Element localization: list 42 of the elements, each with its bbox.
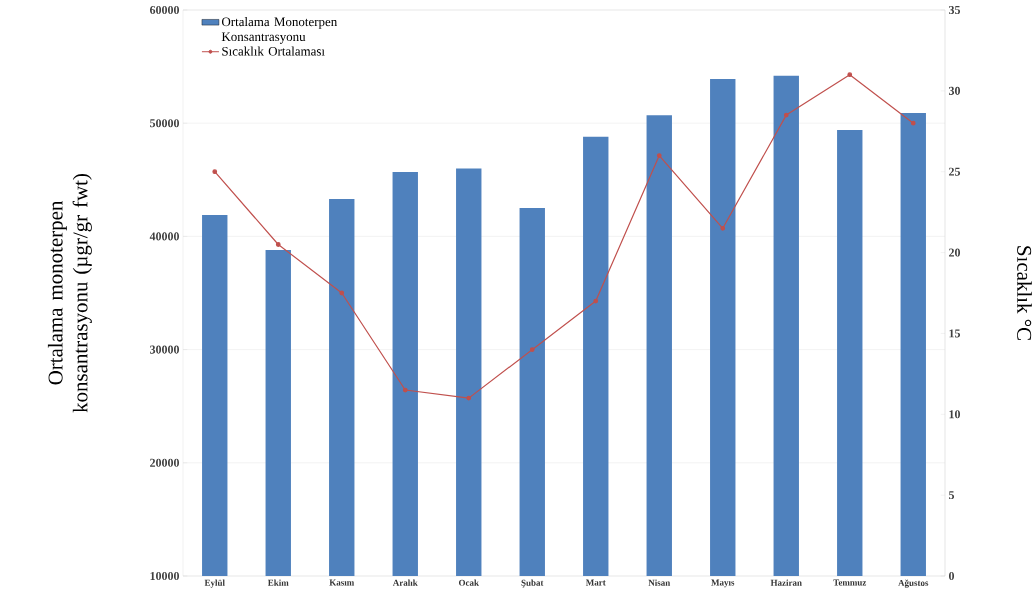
y2-tick-label: 20 bbox=[949, 248, 961, 257]
legend-label: Ortalama Monoterpen Konsantrasyonu bbox=[221, 17, 338, 44]
point bbox=[402, 387, 408, 393]
y2-axis-title: Sıcaklık °C bbox=[1017, 246, 1032, 340]
x-tick-label: Ocak bbox=[458, 579, 479, 586]
point bbox=[656, 153, 662, 158]
y2-tick-label: 25 bbox=[949, 167, 961, 176]
y2-tick-label: 35 bbox=[948, 5, 961, 14]
x-tick-label: Aralık bbox=[392, 579, 418, 586]
y2-tick-label: 5 bbox=[949, 491, 955, 500]
x-tick-label: Eylül bbox=[204, 579, 225, 588]
point bbox=[720, 225, 726, 231]
y-tick-label: 60000 bbox=[150, 5, 180, 15]
x-tick-label: Haziran bbox=[770, 579, 802, 586]
y-tick-label: 50000 bbox=[150, 119, 180, 128]
point bbox=[910, 120, 916, 126]
y-tick-label: 10000 bbox=[150, 571, 180, 581]
y2-tick-label: 0 bbox=[948, 571, 955, 581]
x-tick-label: Nisan bbox=[648, 579, 671, 586]
legend-label: Sıcaklık Ortalaması bbox=[222, 46, 325, 56]
y-tick-label: 20000 bbox=[150, 458, 180, 467]
x-tick-label: Ağustos bbox=[898, 579, 929, 588]
y-tick-label: 40000 bbox=[149, 232, 180, 241]
point bbox=[529, 347, 535, 352]
y-tick-label: 30000 bbox=[150, 345, 180, 354]
point bbox=[593, 298, 599, 304]
x-tick-label: Temmuz bbox=[833, 579, 867, 586]
x-tick-label: Mayıs bbox=[711, 579, 735, 588]
point bbox=[847, 72, 853, 78]
point bbox=[212, 169, 218, 175]
x-tick-label: Kasım bbox=[329, 579, 355, 586]
y2-tick-label: 30 bbox=[948, 86, 961, 95]
x-tick-label: Mart bbox=[585, 579, 606, 586]
point bbox=[783, 112, 789, 118]
y2-tick-label: 15 bbox=[949, 329, 961, 338]
point bbox=[275, 242, 281, 247]
point bbox=[466, 395, 472, 401]
x-tick-label: Şubat bbox=[521, 579, 544, 588]
x-tick-label: Ekim bbox=[267, 579, 289, 586]
point bbox=[339, 290, 345, 296]
y2-tick-label: 10 bbox=[949, 410, 961, 419]
y-axis-title: Ortalama monoterpen konsantrasyonu (µgr/gr fwt) bbox=[47, 174, 92, 413]
